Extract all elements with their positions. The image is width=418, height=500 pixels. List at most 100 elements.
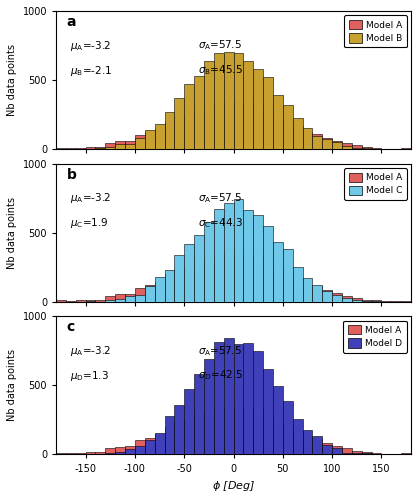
Bar xyxy=(273,116,283,150)
Bar xyxy=(214,408,224,455)
Bar xyxy=(224,406,234,454)
Bar xyxy=(283,400,293,454)
Bar xyxy=(234,54,243,150)
Bar xyxy=(342,296,352,302)
Bar xyxy=(283,274,293,302)
Bar xyxy=(224,202,234,302)
Bar xyxy=(382,301,391,302)
Bar xyxy=(145,438,155,454)
Legend: Model A, Model B: Model A, Model B xyxy=(344,16,407,48)
Bar xyxy=(283,104,293,150)
Bar xyxy=(322,446,332,454)
Bar xyxy=(234,344,243,455)
Bar xyxy=(56,300,66,302)
Bar xyxy=(125,141,135,150)
Bar xyxy=(401,300,411,302)
Text: $\mu_\mathrm{D}$=1.3: $\mu_\mathrm{D}$=1.3 xyxy=(70,368,109,382)
Bar xyxy=(135,288,145,302)
Bar xyxy=(253,69,263,150)
Text: $\mu_\mathrm{B}$=-2.1: $\mu_\mathrm{B}$=-2.1 xyxy=(70,64,112,78)
Bar xyxy=(174,405,184,454)
Bar xyxy=(95,148,105,150)
Bar xyxy=(283,121,293,150)
Bar xyxy=(214,209,224,302)
Bar xyxy=(303,285,312,302)
Bar xyxy=(125,446,135,454)
Bar xyxy=(283,426,293,454)
Text: b: b xyxy=(67,168,76,181)
Bar xyxy=(165,270,174,302)
Bar xyxy=(253,102,263,150)
Bar xyxy=(194,234,204,302)
Bar xyxy=(66,148,76,150)
Bar xyxy=(352,450,362,454)
Bar xyxy=(204,359,214,454)
Bar xyxy=(352,300,362,302)
Bar xyxy=(95,300,105,302)
Bar xyxy=(204,222,214,302)
Bar xyxy=(86,300,95,302)
Bar xyxy=(372,148,382,150)
Bar xyxy=(263,370,273,454)
Bar xyxy=(253,351,263,455)
Bar xyxy=(204,108,214,150)
Bar xyxy=(135,440,145,454)
Bar xyxy=(243,103,253,150)
Bar xyxy=(76,149,86,150)
Bar xyxy=(312,436,322,454)
Bar xyxy=(372,452,382,454)
Bar xyxy=(352,453,362,454)
Bar xyxy=(234,198,243,302)
Bar xyxy=(194,374,204,454)
Bar xyxy=(135,446,145,454)
Bar xyxy=(362,301,372,302)
Bar xyxy=(165,112,174,150)
Bar xyxy=(125,144,135,150)
Bar xyxy=(214,342,224,454)
Bar xyxy=(155,432,165,454)
Bar xyxy=(273,269,283,302)
Bar xyxy=(214,256,224,302)
Bar xyxy=(184,114,194,150)
Bar xyxy=(76,148,86,150)
Bar xyxy=(184,388,194,454)
Bar xyxy=(224,254,234,302)
Bar xyxy=(214,104,224,150)
Bar xyxy=(115,294,125,302)
Bar xyxy=(342,298,352,302)
Bar xyxy=(293,266,303,302)
Bar xyxy=(145,285,155,302)
Bar xyxy=(332,448,342,454)
Text: c: c xyxy=(67,320,75,334)
Bar xyxy=(165,274,174,302)
Bar xyxy=(263,226,273,302)
Bar xyxy=(382,148,391,150)
Bar xyxy=(243,210,253,302)
Bar xyxy=(155,129,165,150)
Bar xyxy=(332,141,342,150)
Legend: Model A, Model C: Model A, Model C xyxy=(344,168,407,200)
Bar xyxy=(56,453,66,454)
Bar xyxy=(174,422,184,454)
Bar xyxy=(243,408,253,455)
Bar xyxy=(135,138,145,149)
Bar xyxy=(322,138,332,149)
Text: $\sigma_\mathrm{A}$=57.5: $\sigma_\mathrm{A}$=57.5 xyxy=(198,191,242,205)
Bar xyxy=(263,77,273,150)
Bar xyxy=(342,146,352,150)
Bar xyxy=(342,448,352,454)
Bar xyxy=(115,142,125,150)
Bar xyxy=(234,254,243,302)
Bar xyxy=(155,278,165,302)
Bar xyxy=(155,434,165,454)
Bar xyxy=(86,452,95,454)
Bar xyxy=(401,453,411,454)
Bar xyxy=(184,267,194,302)
Bar xyxy=(184,84,194,150)
Bar xyxy=(332,295,342,302)
Bar xyxy=(115,144,125,150)
Bar xyxy=(253,255,263,302)
Bar xyxy=(401,148,411,150)
Bar xyxy=(224,101,234,150)
Bar xyxy=(234,102,243,150)
